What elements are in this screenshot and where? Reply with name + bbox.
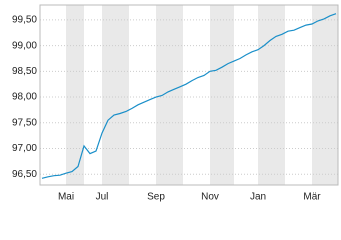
y-tick-label: 97,00 [12, 143, 37, 154]
y-tick-label: 99,00 [12, 40, 37, 51]
x-tick-label: Jul [96, 192, 109, 203]
month-band [258, 5, 285, 185]
month-band [102, 5, 129, 185]
y-tick-label: 97,50 [12, 117, 37, 128]
y-tick-label: 98,50 [12, 66, 37, 77]
plot-frame [39, 4, 339, 186]
price-line [41, 13, 337, 179]
month-band [156, 5, 183, 185]
month-band [312, 5, 338, 185]
chart: Mai Jul Sep Nov Jan Mär 96,50 97,00 97,50 98,00 98… [12, 4, 339, 203]
grid [40, 19, 338, 175]
x-tick-label: Mai [58, 192, 74, 203]
month-band [210, 5, 234, 185]
page: {"chart_data": {"type": "line", "categor… [11, 4, 339, 203]
x-tick-label: Jan [250, 192, 266, 203]
x-tick-label: Sep [147, 192, 165, 203]
y-tick-label: 99,50 [12, 15, 37, 26]
month-band [66, 5, 84, 185]
x-tick-label: Nov [201, 192, 219, 203]
y-tick-label: 98,00 [12, 92, 37, 103]
x-tick-label: Mär [303, 192, 321, 203]
y-tick-label: 96,50 [12, 169, 37, 180]
month-bands [66, 5, 338, 185]
